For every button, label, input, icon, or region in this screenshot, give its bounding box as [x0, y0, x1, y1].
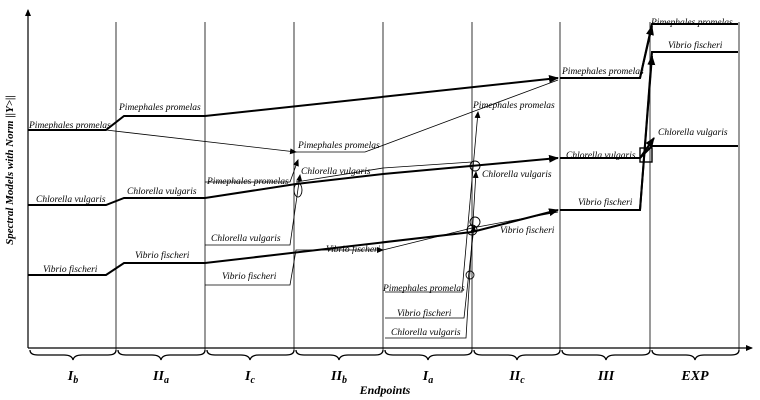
label-iib-pimephales: Pimephales promelas [297, 141, 380, 151]
label-iia-pimephales: Pimephales promelas [118, 103, 201, 113]
pime-exp-arrow [639, 25, 654, 79]
vibr-thin-ia-rise [385, 225, 477, 319]
label-exp-chlorella: Chlorella vulgaris [658, 128, 728, 138]
crossing-circle [469, 160, 481, 172]
label-exp-pimephales: Pimephales promelas [650, 18, 733, 28]
crossing-circle [465, 270, 475, 280]
segment-label: Ib [67, 369, 78, 386]
vibr-path-bold [28, 208, 559, 276]
label-ia-vibrio: Vibrio fischeri [397, 308, 452, 319]
segment-labels: Ib IIa Ic IIb Ia IIc III EXP [67, 369, 709, 386]
intersection-markers [293, 147, 653, 280]
vibrio-trajectory [28, 51, 738, 319]
segment-braces [29, 349, 740, 361]
label-ib-pimephales: Pimephales promelas [28, 121, 111, 131]
chlo-thin-iib [295, 161, 473, 183]
brace [651, 349, 740, 361]
label-iii-chlorella: Chlorella vulgaris [566, 151, 636, 161]
x-axis-title: Endpoints [359, 383, 411, 397]
vibr-exp-arrow [639, 55, 656, 211]
label-ia-chlorella: Chlorella vulgaris [391, 328, 461, 338]
label-iib-chlorella: Chlorella vulgaris [301, 167, 371, 177]
chlo-thin-ic-up [205, 174, 303, 246]
label-ib-vibrio: Vibrio fischeri [43, 264, 98, 275]
segment-label: IIb [330, 369, 347, 386]
brace [384, 349, 473, 361]
label-iia-chlorella: Chlorella vulgaris [127, 187, 197, 197]
pime-thin-ic-up [205, 159, 299, 183]
vibr-thin-ic [205, 247, 384, 286]
chlo-path-bold [28, 154, 559, 206]
crossing-circle [293, 182, 303, 198]
label-iia-vibrio: Vibrio fischeri [135, 250, 190, 261]
y-axis-title: Spectral Models with Norm ||Y>|| [4, 95, 16, 245]
label-ic-vibrio: Vibrio fischeri [222, 271, 277, 282]
label-iic-pimephales: Pimephales promelas [472, 101, 555, 111]
label-ib-chlorella: Chlorella vulgaris [36, 195, 106, 205]
pime-thin-branch-iib [105, 129, 297, 155]
segment-label: IIa [152, 369, 169, 386]
label-ic-chlorella: Chlorella vulgaris [211, 234, 281, 244]
label-iii-pimephales: Pimephales promelas [561, 67, 644, 77]
pimephales-trajectory [28, 23, 738, 293]
crossing-circle [466, 224, 478, 236]
exp-junction-box [639, 147, 653, 163]
segment-label: Ia [422, 369, 433, 386]
species-labels: Pimephales promelas Chlorella vulgaris V… [28, 18, 733, 338]
segment-label: Ic [244, 369, 255, 386]
segment-label: III [597, 369, 615, 384]
pime-thin-branch-iii [296, 79, 559, 153]
chlorella-trajectory [28, 137, 738, 339]
label-iii-vibrio: Vibrio fischeri [578, 197, 633, 208]
segment-label: IIc [508, 369, 525, 386]
brace [295, 349, 384, 361]
brace [473, 349, 561, 361]
segment-label: EXP [680, 369, 709, 384]
label-ic-pimephales: Pimephales promelas [206, 177, 289, 187]
label-iic-chlorella: Chlorella vulgaris [482, 170, 552, 180]
brace [206, 349, 295, 361]
label-ia-pimephales: Pimephales promelas [382, 284, 465, 294]
axes [25, 9, 753, 351]
brace [561, 349, 651, 361]
label-exp-vibrio: Vibrio fischeri [668, 40, 723, 51]
crossing-circle [469, 216, 481, 228]
brace [117, 349, 206, 361]
chlo-path-exp [560, 145, 738, 159]
label-iib-vibrio: Vibrio fischeri [326, 244, 381, 255]
label-iic-vibrio: Vibrio fischeri [500, 225, 555, 236]
pime-path-bold [28, 74, 559, 131]
column-separators [115, 22, 740, 350]
brace [29, 349, 117, 361]
